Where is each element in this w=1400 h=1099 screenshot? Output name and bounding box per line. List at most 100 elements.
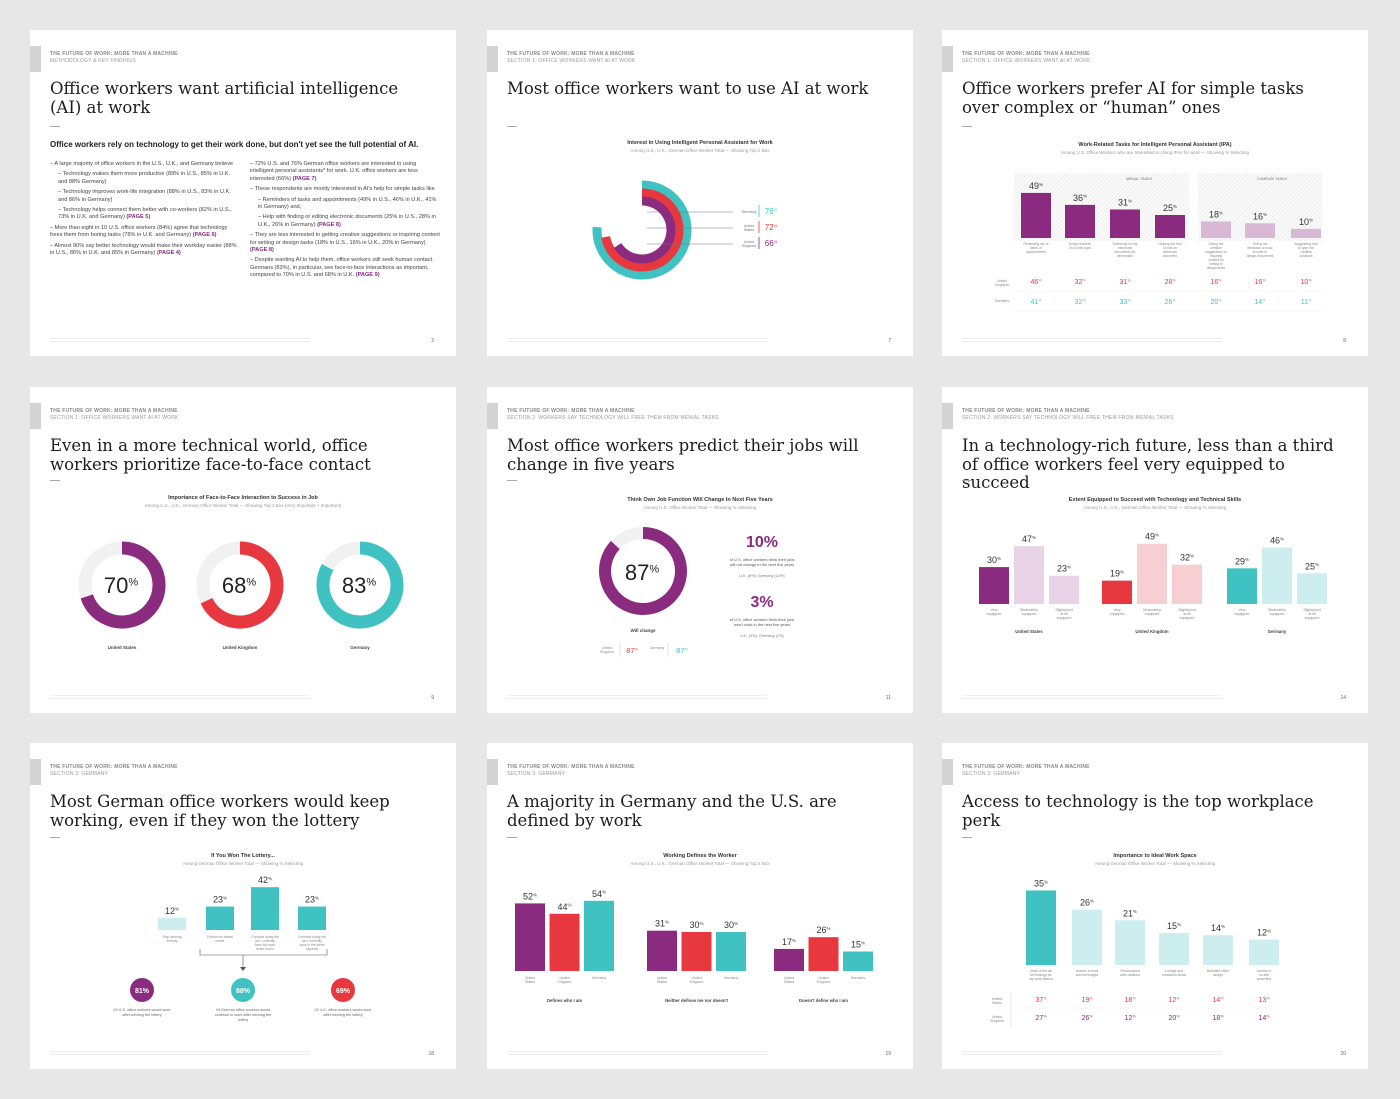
slide-7: THE FUTURE OF WORK: MORE THAN A MACHINE S… (30, 743, 456, 1069)
slide-header-marker (487, 46, 498, 72)
secondary-value: 87% (626, 646, 638, 655)
finding-text: – 72% U.S. and 76% German office workers… (250, 161, 418, 182)
finding-item: – A large majority of office workers in … (50, 161, 238, 168)
bar (1072, 909, 1102, 965)
finding-text: – They are less interested in getting cr… (250, 232, 440, 246)
data-label: 29% (1235, 556, 1249, 566)
section-label: SECTION 2: WORKERS SAY TECHNOLOGY WILL F… (507, 415, 719, 421)
donut-value: 87% (625, 560, 659, 585)
series-label: Slightly/not at all equipped (1303, 608, 1321, 620)
callout-text: Of U.K. office workers would work after w… (315, 1008, 372, 1017)
report-title: THE FUTURE OF WORK: MORE THAN A MACHINE (507, 764, 635, 770)
donut-label: United Kingdom (223, 645, 258, 650)
chart-svg: 87% Will change United Kingdom 87% Germany 87%… (599, 527, 795, 657)
finding-text: – Despite wanting AI to help them, offic… (250, 257, 434, 279)
chart-subtitle: Among German Office Worker Total — Showi… (1094, 861, 1216, 866)
callout-value: 69% (336, 988, 351, 995)
footnote (507, 1051, 767, 1055)
table-value: 26% (1165, 299, 1176, 306)
category-label: Beautiful office design (1207, 969, 1229, 977)
table-value: 16% (1255, 279, 1266, 286)
chart-subtitle: Among German Office Worker Total — Showi… (182, 861, 304, 866)
table-row-label: United States (992, 997, 1002, 1005)
series-label: Very equipped (1110, 608, 1125, 616)
data-label: 12% (1257, 927, 1271, 937)
category-label: Continue doing the job I currently have in… (298, 935, 326, 951)
title-underline (507, 126, 517, 127)
data-label: 26% (1080, 898, 1094, 908)
table-value: 14% (1255, 299, 1266, 306)
page-number: 18 (428, 1051, 434, 1057)
category-label: Access to on-site amenities (1257, 969, 1272, 981)
page-number: 8 (1343, 338, 1346, 344)
report-title: THE FUTURE OF WORK: MORE THAN A MACHINE (507, 51, 635, 57)
stat-text: of U.S. office workers think their jobs w… (730, 617, 795, 627)
bar (1201, 221, 1231, 238)
secondary-label: Germany (650, 646, 665, 650)
report-title: THE FUTURE OF WORK: MORE THAN A MACHINE (962, 764, 1090, 770)
data-label: 31% (1118, 197, 1132, 207)
data-label: 30% (987, 555, 1001, 565)
section-label: SECTION 3: GERMANY (962, 771, 1021, 777)
category-label: Defines who I am (547, 998, 582, 1003)
donut-label: Will change (631, 628, 656, 633)
category-label: Giving me creative suggestions or inspiring… (1205, 242, 1227, 270)
finding-item: – Help with finding or editing electroni… (250, 214, 440, 229)
table-value: 27% (1036, 1015, 1047, 1022)
legend-label: United States (744, 224, 754, 232)
chart-svg: 52% United States 44% United Kingdom 54% German… (515, 889, 873, 1003)
chart-subtitle: Among U.S., U.K., German Office Worker T… (144, 503, 342, 508)
bar (206, 906, 234, 930)
data-label: 47% (1022, 534, 1036, 544)
data-label: 17% (782, 937, 796, 947)
data-label: 23% (1057, 564, 1071, 574)
category-label: State of the art technology for my work st… (1029, 969, 1053, 981)
table-value: 26% (1082, 1015, 1093, 1022)
bar (1203, 935, 1233, 965)
table-value: 14% (1259, 1015, 1270, 1022)
bar (1137, 543, 1167, 604)
slide-header: THE FUTURE OF WORK: MORE THAN A MACHINE S… (507, 408, 719, 422)
stat-detail: U.K. (8%), Germany (13%) (739, 574, 785, 578)
data-label: 30% (689, 920, 703, 930)
series-label: Very equipped (987, 608, 1002, 616)
finding-item: – Reminders of tasks and appointments (4… (250, 197, 440, 212)
chart-svg: 12% Stop working entirely 23% Pursue my drea… (114, 875, 372, 1022)
section-label: SECTION 1: OFFICE WORKERS WANT AI AT WOR… (507, 58, 636, 64)
category-label: Germany (1268, 629, 1287, 634)
callout-circle (231, 978, 255, 1002)
data-label: 32% (1180, 553, 1194, 563)
findings-column-2: – 72% U.S. and 76% German office workers… (250, 161, 440, 283)
finding-item: – More than eight in 10 U.S. office work… (50, 225, 238, 240)
slide-title: Office workers want artificial intellige… (50, 79, 399, 117)
data-label: 54% (592, 889, 606, 899)
data-label: 26% (816, 925, 830, 935)
finding-item: – These respondents are mostly intereste… (250, 186, 440, 193)
category-label: Pursue my dream career (207, 935, 233, 943)
data-label: 23% (213, 895, 227, 905)
footnote (962, 695, 1222, 699)
bar (1297, 573, 1327, 604)
bar (774, 948, 804, 971)
report-title: THE FUTURE OF WORK: MORE THAN A MACHINE (962, 51, 1090, 57)
chart-subtitle: Among U.S., U.K., German Office Worker T… (630, 861, 770, 866)
finding-item: – Despite wanting AI to help them, offic… (250, 257, 440, 279)
report-title: THE FUTURE OF WORK: MORE THAN A MACHINE (962, 408, 1090, 414)
table-value: 14% (1213, 997, 1224, 1004)
table-value: 18% (1125, 997, 1136, 1004)
series-label: Germany (592, 976, 607, 980)
page-number: 14 (1340, 695, 1346, 701)
secondary-value: 87% (676, 646, 688, 655)
data-label: 66% (765, 239, 778, 248)
series-label: United States (784, 976, 794, 984)
data-label: 25% (1305, 561, 1319, 571)
chart-subtitle: Among U.S. Office Workers who are Intere… (1060, 150, 1250, 155)
slide-5: THE FUTURE OF WORK: MORE THAN A MACHINE S… (487, 387, 913, 713)
bar (251, 887, 279, 930)
bar (1249, 939, 1279, 965)
finding-text: – Technology helps connect them better w… (58, 207, 232, 221)
table-value: 16% (1211, 279, 1222, 286)
category-label: Neither defines me nor doesn't (665, 998, 728, 1003)
bar (1021, 192, 1051, 238)
slide-header-marker (30, 403, 41, 429)
